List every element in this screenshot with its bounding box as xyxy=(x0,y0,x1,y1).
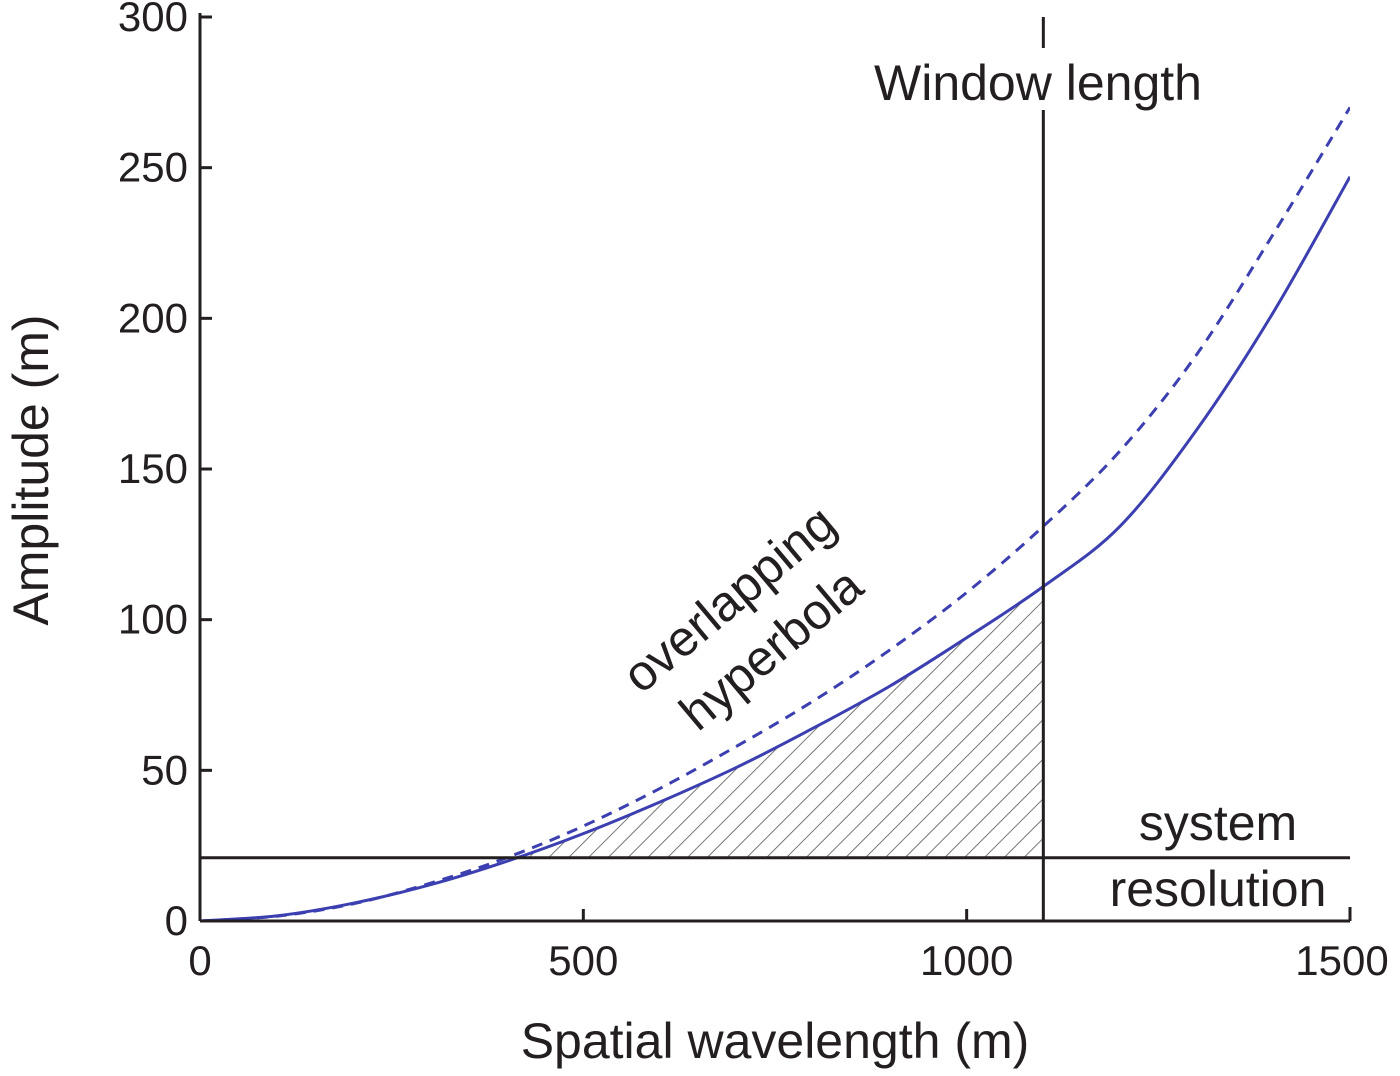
x-tick-label: 0 xyxy=(188,937,211,984)
y-tick-label: 50 xyxy=(141,746,188,793)
curves-layer xyxy=(200,106,1350,921)
y-axis-title: Amplitude (m) xyxy=(3,314,59,625)
series-solid-curve xyxy=(200,175,1350,921)
y-tick-label: 300 xyxy=(118,0,188,40)
reference-lines-layer xyxy=(200,17,1350,921)
y-tick-label: 200 xyxy=(118,294,188,341)
axes-layer xyxy=(198,13,1352,923)
y-tick-label: 0 xyxy=(165,897,188,944)
x-tick-label: 1000 xyxy=(920,937,1013,984)
system-resolution-label-line2: resolution xyxy=(1110,861,1327,917)
hatched-area xyxy=(517,586,1044,858)
window-length-label: Window length xyxy=(874,55,1202,111)
hatched-region-layer xyxy=(517,586,1044,858)
y-tick-label: 250 xyxy=(118,144,188,191)
x-axis-title: Spatial wavelength (m) xyxy=(521,1013,1030,1069)
y-tick-label: 100 xyxy=(118,596,188,643)
system-resolution-label-line1: system xyxy=(1139,795,1297,851)
y-tick-label: 150 xyxy=(118,445,188,492)
x-tick-label: 500 xyxy=(548,937,618,984)
tick-labels-layer: 0 50 100 150 200 250 300 0 500 1000 1500 xyxy=(118,0,1389,984)
x-tick-label: 1500 xyxy=(1295,937,1388,984)
